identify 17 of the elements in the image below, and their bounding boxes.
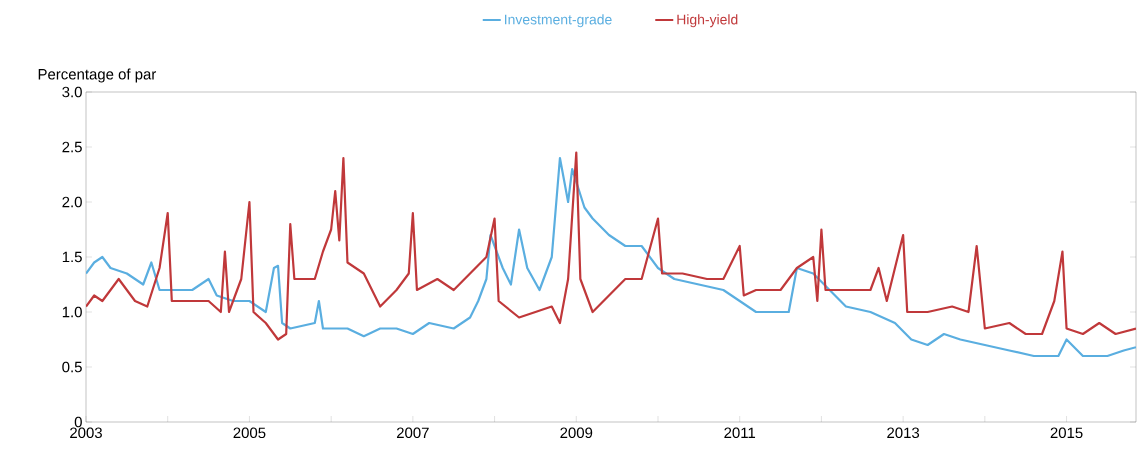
y-tick-label: 3.0 [62, 86, 82, 98]
y-tick-label: 1.5 [62, 251, 82, 263]
y-tick-label: 0.5 [62, 361, 82, 373]
y-tick-label: 1.0 [62, 306, 82, 318]
x-tick-label: 2015 [1050, 427, 1083, 439]
x-tick-label: 2005 [233, 427, 266, 439]
legend-label: High-yield [677, 14, 738, 28]
y-tick-label: 2.5 [62, 141, 82, 153]
x-tick-label: 2007 [396, 427, 429, 439]
y-tick-label: 2.0 [62, 196, 82, 208]
x-tick-label: 2013 [887, 427, 920, 439]
x-tick-label: 2003 [70, 427, 102, 439]
y-axis-title: Percentage of par [38, 68, 157, 83]
legend-label: Investment-grade [505, 14, 612, 28]
x-tick-label: 2009 [560, 427, 593, 439]
y-tick-label: 0 [74, 416, 82, 428]
x-tick-label: 2011 [724, 427, 756, 439]
